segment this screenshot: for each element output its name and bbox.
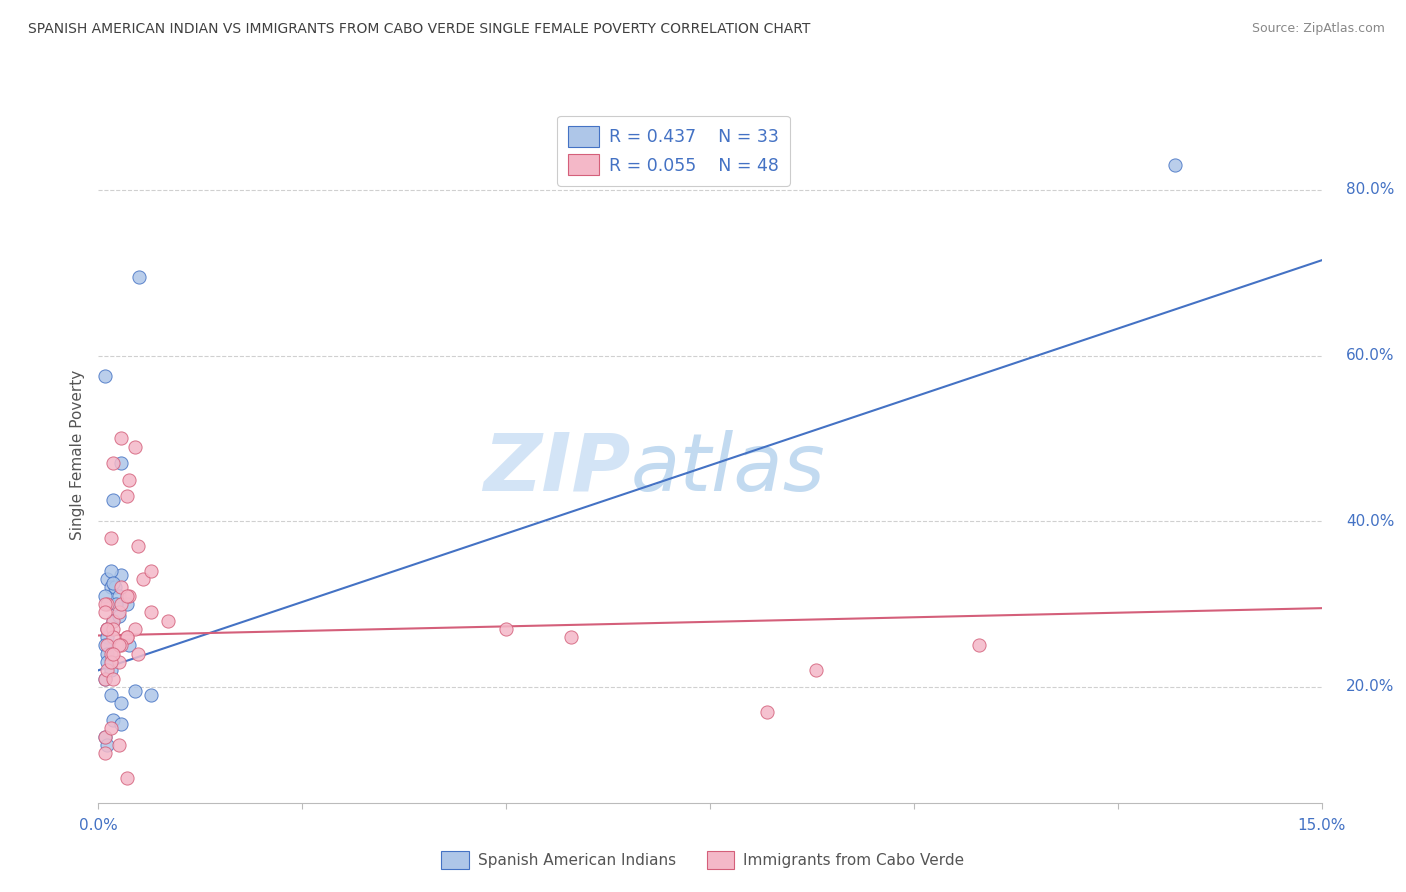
Point <box>104 581 127 595</box>
Point <box>96 647 118 661</box>
Point <box>96 622 118 636</box>
Point <box>96 622 118 636</box>
Point <box>1164 158 1187 172</box>
Point <box>115 597 138 611</box>
Point <box>100 721 122 735</box>
Point <box>101 493 124 508</box>
Point <box>94 730 117 744</box>
Point <box>96 572 118 586</box>
Point <box>115 489 138 503</box>
Point <box>118 639 141 653</box>
Point <box>108 589 131 603</box>
Point <box>124 684 146 698</box>
Text: 80.0%: 80.0% <box>1346 182 1395 197</box>
Legend: Spanish American Indians, Immigrants from Cabo Verde: Spanish American Indians, Immigrants fro… <box>436 845 970 875</box>
Text: SPANISH AMERICAN INDIAN VS IMMIGRANTS FROM CABO VERDE SINGLE FEMALE POVERTY CORR: SPANISH AMERICAN INDIAN VS IMMIGRANTS FR… <box>28 22 810 37</box>
Point <box>127 539 149 553</box>
Point <box>110 581 132 595</box>
Point <box>94 672 117 686</box>
Point <box>94 597 117 611</box>
Text: ZIP: ZIP <box>484 430 630 508</box>
Point <box>101 672 124 686</box>
Point <box>141 564 163 578</box>
Point <box>94 589 117 603</box>
Point <box>108 605 131 619</box>
Point <box>115 630 138 644</box>
Point <box>967 639 990 653</box>
Point <box>94 746 117 760</box>
Text: 40.0%: 40.0% <box>1346 514 1395 529</box>
Point <box>96 663 118 677</box>
Point <box>110 697 132 711</box>
Point <box>110 568 132 582</box>
Point <box>115 630 138 644</box>
Point <box>100 655 122 669</box>
Point <box>101 614 124 628</box>
Point <box>100 647 122 661</box>
Point <box>110 717 132 731</box>
Point <box>94 369 117 384</box>
Point <box>100 581 122 595</box>
Point <box>101 622 124 636</box>
Point <box>94 639 117 653</box>
Point <box>108 639 131 653</box>
Point <box>110 639 132 653</box>
Point <box>108 609 131 624</box>
Point <box>101 456 124 470</box>
Point <box>110 456 132 470</box>
Point <box>96 655 118 669</box>
Text: 15.0%: 15.0% <box>1298 818 1346 833</box>
Point <box>110 431 132 445</box>
Point <box>110 597 132 611</box>
Point <box>115 771 138 785</box>
Point <box>101 630 124 644</box>
Point <box>495 622 517 636</box>
Point <box>96 639 118 653</box>
Point <box>156 614 179 628</box>
Point <box>115 589 138 603</box>
Point <box>100 564 122 578</box>
Point <box>101 713 124 727</box>
Point <box>108 655 131 669</box>
Point <box>128 269 150 284</box>
Text: 0.0%: 0.0% <box>79 818 118 833</box>
Point <box>141 605 163 619</box>
Point <box>101 647 124 661</box>
Point <box>124 440 146 454</box>
Point <box>118 589 141 603</box>
Point <box>96 738 118 752</box>
Point <box>100 531 122 545</box>
Point <box>560 630 582 644</box>
Point <box>124 622 146 636</box>
Point <box>101 614 124 628</box>
Point <box>94 605 117 619</box>
Point <box>96 622 118 636</box>
Point <box>132 572 155 586</box>
Point <box>105 597 128 611</box>
Point <box>96 630 118 644</box>
Point <box>100 688 122 702</box>
Point <box>101 576 124 591</box>
Point <box>756 705 779 719</box>
Text: atlas: atlas <box>630 430 825 508</box>
Point <box>108 738 131 752</box>
Point <box>96 597 118 611</box>
Text: 20.0%: 20.0% <box>1346 680 1395 694</box>
Text: Source: ZipAtlas.com: Source: ZipAtlas.com <box>1251 22 1385 36</box>
Point <box>118 473 141 487</box>
Point <box>94 672 117 686</box>
Legend: R = 0.437    N = 33, R = 0.055    N = 48: R = 0.437 N = 33, R = 0.055 N = 48 <box>557 116 790 186</box>
Point <box>94 730 117 744</box>
Point <box>100 663 122 677</box>
Point <box>804 663 827 677</box>
Point <box>127 647 149 661</box>
Y-axis label: Single Female Poverty: Single Female Poverty <box>69 370 84 540</box>
Text: 60.0%: 60.0% <box>1346 348 1395 363</box>
Point <box>141 688 163 702</box>
